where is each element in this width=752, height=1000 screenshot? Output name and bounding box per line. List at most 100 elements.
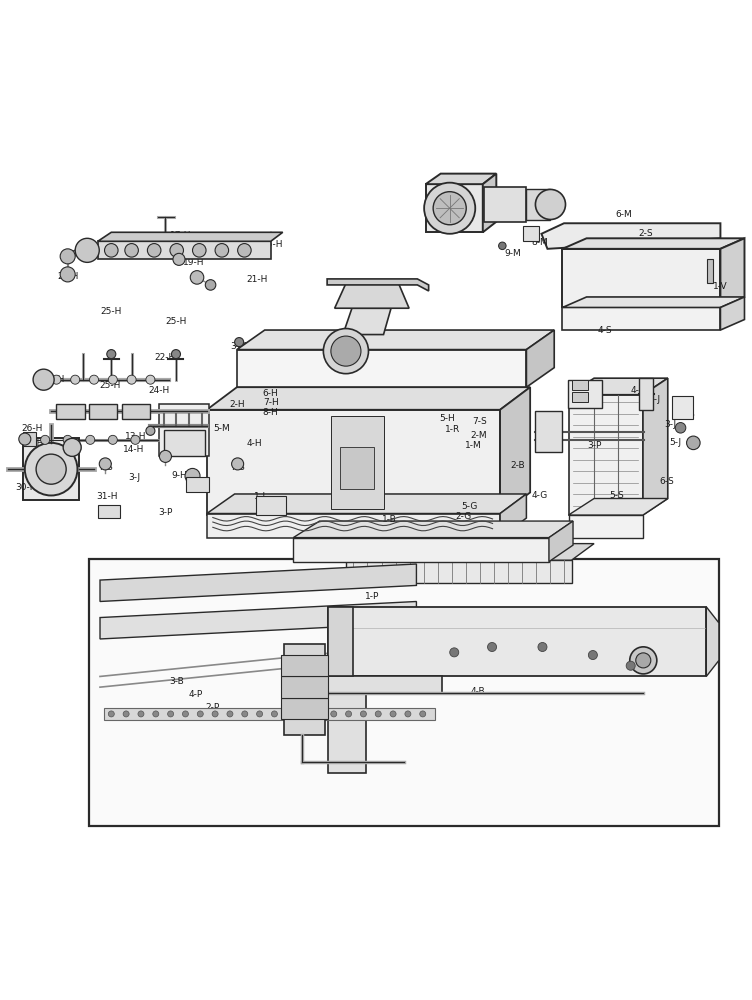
- Text: 2-B: 2-B: [510, 461, 525, 470]
- Circle shape: [360, 711, 366, 717]
- Polygon shape: [500, 494, 526, 538]
- Circle shape: [107, 350, 116, 359]
- Text: 8-S: 8-S: [680, 410, 695, 419]
- Bar: [164, 430, 205, 456]
- Circle shape: [108, 435, 117, 444]
- Polygon shape: [562, 249, 720, 307]
- Text: 2-H: 2-H: [230, 400, 245, 409]
- Text: 19-H: 19-H: [183, 258, 205, 267]
- Circle shape: [635, 653, 650, 668]
- Circle shape: [183, 711, 189, 717]
- Polygon shape: [237, 330, 554, 350]
- Text: 8-S: 8-S: [99, 508, 114, 517]
- Circle shape: [108, 711, 114, 717]
- Circle shape: [197, 711, 203, 717]
- Circle shape: [41, 435, 50, 444]
- Circle shape: [190, 271, 204, 284]
- Circle shape: [60, 249, 75, 264]
- Circle shape: [89, 375, 99, 384]
- Text: 21-H: 21-H: [247, 275, 268, 284]
- Circle shape: [331, 336, 361, 366]
- Text: 1-R: 1-R: [445, 425, 460, 434]
- Circle shape: [71, 375, 80, 384]
- Circle shape: [301, 711, 307, 717]
- Bar: [89, 559, 719, 826]
- Text: 3-J: 3-J: [128, 473, 140, 482]
- Circle shape: [170, 244, 183, 257]
- Text: 3-P: 3-P: [158, 508, 173, 517]
- Text: 4-B: 4-B: [471, 687, 486, 696]
- Circle shape: [125, 244, 138, 257]
- Text: 5-C: 5-C: [579, 401, 594, 410]
- Circle shape: [227, 711, 233, 717]
- Text: 2-V: 2-V: [361, 311, 376, 320]
- Text: 1-V: 1-V: [713, 282, 728, 291]
- Text: 2-G: 2-G: [455, 512, 472, 521]
- Text: 5-H: 5-H: [439, 414, 454, 423]
- Bar: [186, 477, 209, 492]
- Circle shape: [450, 648, 459, 657]
- Polygon shape: [328, 676, 441, 773]
- Circle shape: [687, 436, 700, 450]
- Polygon shape: [293, 538, 549, 562]
- Circle shape: [535, 189, 566, 220]
- Text: 4-P: 4-P: [189, 690, 202, 699]
- Text: 3-J: 3-J: [665, 420, 677, 429]
- Bar: [572, 380, 588, 390]
- Polygon shape: [331, 416, 384, 509]
- Polygon shape: [290, 335, 447, 345]
- Circle shape: [271, 711, 277, 717]
- Text: 3-P: 3-P: [587, 441, 602, 450]
- Text: 14-H: 14-H: [123, 445, 144, 454]
- Text: 25-H: 25-H: [44, 375, 65, 384]
- Text: 1-P: 1-P: [365, 592, 380, 601]
- Text: 5-G: 5-G: [461, 502, 478, 511]
- Text: 5-P: 5-P: [338, 706, 353, 715]
- Polygon shape: [426, 184, 483, 232]
- Text: 3-H: 3-H: [451, 374, 466, 383]
- Text: 7-S: 7-S: [230, 463, 245, 472]
- Circle shape: [131, 435, 140, 444]
- Polygon shape: [328, 607, 706, 676]
- Circle shape: [60, 267, 75, 282]
- Text: 6-S: 6-S: [659, 477, 674, 486]
- Polygon shape: [720, 238, 744, 307]
- Polygon shape: [328, 607, 353, 676]
- Circle shape: [52, 375, 61, 384]
- Text: 8-H: 8-H: [263, 408, 278, 417]
- Polygon shape: [526, 330, 554, 387]
- Text: 3-B: 3-B: [169, 677, 184, 686]
- Circle shape: [424, 183, 475, 234]
- Polygon shape: [207, 514, 500, 538]
- Circle shape: [63, 438, 81, 456]
- Text: 4-H: 4-H: [247, 439, 262, 448]
- Text: 1-B: 1-B: [382, 515, 397, 524]
- Text: 2-M: 2-M: [470, 431, 487, 440]
- Polygon shape: [281, 655, 328, 676]
- Bar: [98, 505, 120, 518]
- Circle shape: [316, 711, 322, 717]
- Circle shape: [127, 375, 136, 384]
- Text: 15-H: 15-H: [262, 240, 283, 249]
- Polygon shape: [98, 241, 271, 259]
- Text: 1-J: 1-J: [254, 492, 266, 501]
- Text: 4-G: 4-G: [532, 491, 548, 500]
- Bar: [340, 447, 374, 489]
- Polygon shape: [643, 378, 668, 515]
- Circle shape: [86, 435, 95, 444]
- Circle shape: [153, 711, 159, 717]
- Circle shape: [75, 238, 99, 262]
- Circle shape: [173, 253, 185, 265]
- Bar: [56, 404, 85, 419]
- Bar: [256, 496, 286, 515]
- Polygon shape: [500, 387, 530, 515]
- Text: 7-S: 7-S: [472, 417, 487, 426]
- Circle shape: [405, 711, 411, 717]
- Text: 1-S: 1-S: [338, 350, 353, 359]
- Circle shape: [99, 458, 111, 470]
- Text: 3-M: 3-M: [231, 342, 247, 351]
- Circle shape: [33, 369, 54, 390]
- Polygon shape: [541, 223, 720, 249]
- Polygon shape: [207, 494, 526, 514]
- Polygon shape: [284, 644, 325, 735]
